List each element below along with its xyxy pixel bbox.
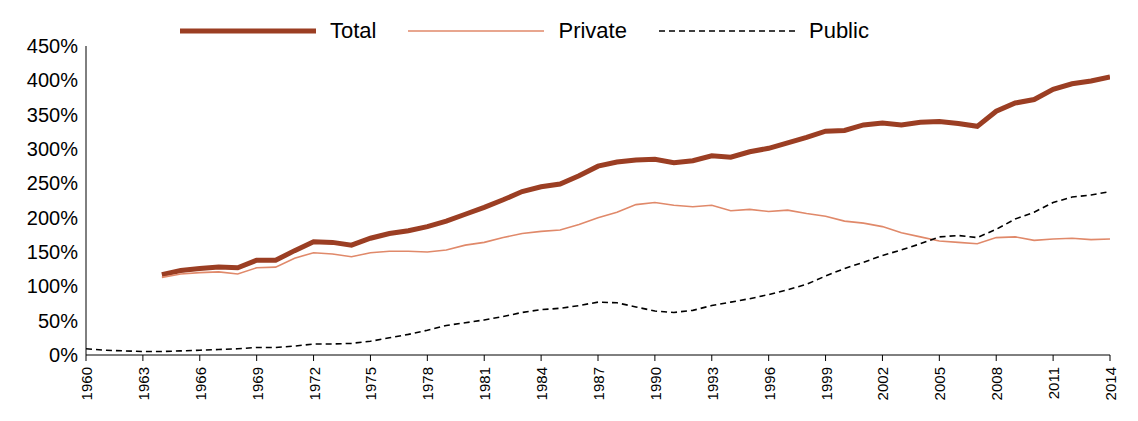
- svg-text:200%: 200%: [27, 207, 78, 229]
- svg-text:1993: 1993: [704, 367, 721, 400]
- svg-text:150%: 150%: [27, 241, 78, 263]
- svg-text:1981: 1981: [476, 367, 493, 400]
- svg-text:1978: 1978: [419, 367, 436, 400]
- svg-text:400%: 400%: [27, 69, 78, 91]
- svg-text:2002: 2002: [874, 367, 891, 400]
- svg-text:1972: 1972: [306, 367, 323, 400]
- svg-text:1987: 1987: [590, 367, 607, 400]
- svg-text:1963: 1963: [135, 367, 152, 400]
- svg-text:2014: 2014: [1102, 367, 1119, 400]
- svg-text:1966: 1966: [192, 367, 209, 400]
- svg-text:2005: 2005: [931, 367, 948, 400]
- svg-text:450%: 450%: [27, 35, 78, 57]
- svg-text:1969: 1969: [249, 367, 266, 400]
- svg-text:1984: 1984: [533, 367, 550, 400]
- svg-text:1996: 1996: [761, 367, 778, 400]
- svg-text:300%: 300%: [27, 138, 78, 160]
- svg-text:1960: 1960: [78, 367, 95, 400]
- svg-text:1975: 1975: [362, 367, 379, 400]
- svg-text:2011: 2011: [1045, 367, 1062, 399]
- html-text:Total: Total: [330, 18, 377, 43]
- html-text:Public: Public: [809, 18, 869, 43]
- svg-text:100%: 100%: [27, 275, 78, 297]
- svg-text:350%: 350%: [27, 104, 78, 126]
- svg-text:0%: 0%: [49, 344, 78, 366]
- svg-text:250%: 250%: [27, 172, 78, 194]
- svg-text:50%: 50%: [38, 310, 78, 332]
- svg-text:1990: 1990: [647, 367, 664, 400]
- svg-text:2008: 2008: [988, 367, 1005, 400]
- svg-text:1999: 1999: [818, 367, 835, 400]
- html-text:Private: Private: [558, 18, 627, 43]
